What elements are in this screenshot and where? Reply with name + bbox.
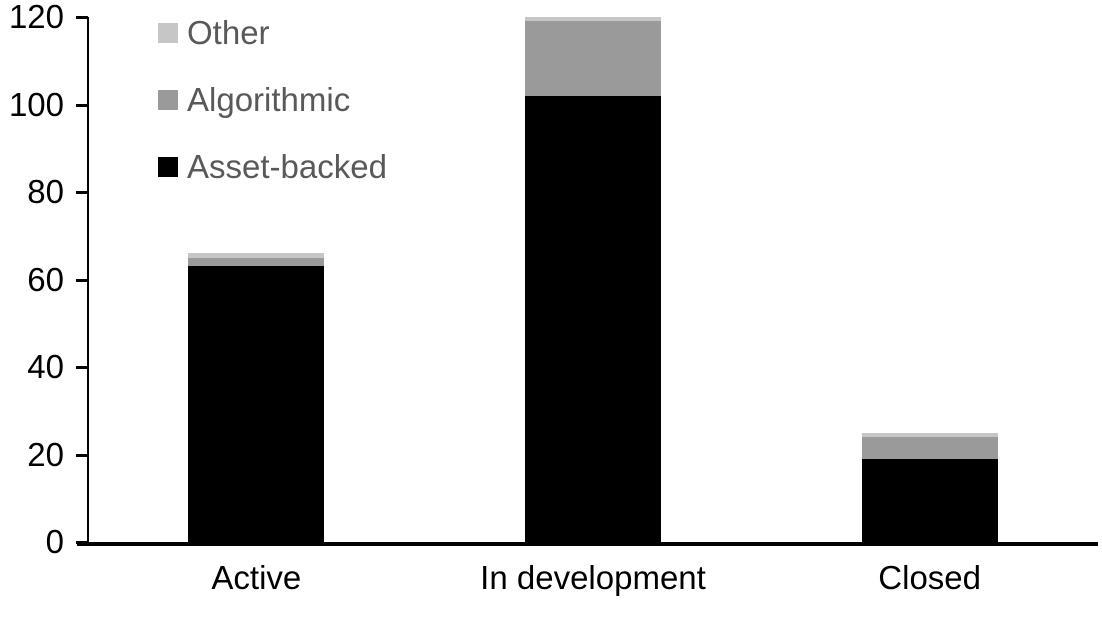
x-category-label-in-development: In development <box>480 559 706 596</box>
y-tick-label: 20 <box>27 435 64 473</box>
legend-swatch-icon <box>158 23 178 43</box>
x-axis-line <box>77 542 1098 546</box>
bar-segment-closed-other <box>861 432 998 437</box>
bar-segment-in-development-other <box>525 17 661 22</box>
legend-item-other: Other <box>158 16 270 50</box>
y-tick-label: 120 <box>8 0 64 35</box>
legend-label: Other <box>187 14 270 51</box>
legend-swatch-icon <box>158 157 178 177</box>
bar-segment-closed-asset-backed <box>861 458 998 542</box>
bar-segment-active-asset-backed <box>188 266 325 542</box>
legend-item-algorithmic: Algorithmic <box>158 83 350 117</box>
y-tick-label: 0 <box>45 523 64 560</box>
x-category-label-active: Active <box>211 559 302 596</box>
bar-segment-closed-algorithmic <box>861 437 998 459</box>
x-category-label-closed: Closed <box>878 559 982 596</box>
y-tick-mark <box>76 453 88 457</box>
y-tick-label: 40 <box>27 348 64 385</box>
y-tick-mark <box>76 103 88 107</box>
bar-segment-active-other <box>188 253 325 258</box>
bar-segment-active-algorithmic <box>188 257 325 267</box>
legend-swatch-icon <box>158 90 178 110</box>
y-tick-label: 60 <box>27 260 64 298</box>
y-tick-label: 100 <box>8 85 64 123</box>
legend-item-asset-backed: Asset-backed <box>158 150 387 184</box>
y-tick-mark <box>76 366 88 369</box>
y-tick-mark <box>76 191 88 194</box>
bar-segment-in-development-asset-backed <box>525 95 661 542</box>
legend-label: Asset-backed <box>187 148 387 185</box>
y-tick-mark <box>76 278 88 282</box>
y-tick-mark <box>76 16 88 19</box>
y-tick-label: 80 <box>27 173 64 210</box>
bar-segment-in-development-algorithmic <box>525 21 661 96</box>
y-axis-line <box>87 17 89 543</box>
legend-label: Algorithmic <box>187 81 351 118</box>
